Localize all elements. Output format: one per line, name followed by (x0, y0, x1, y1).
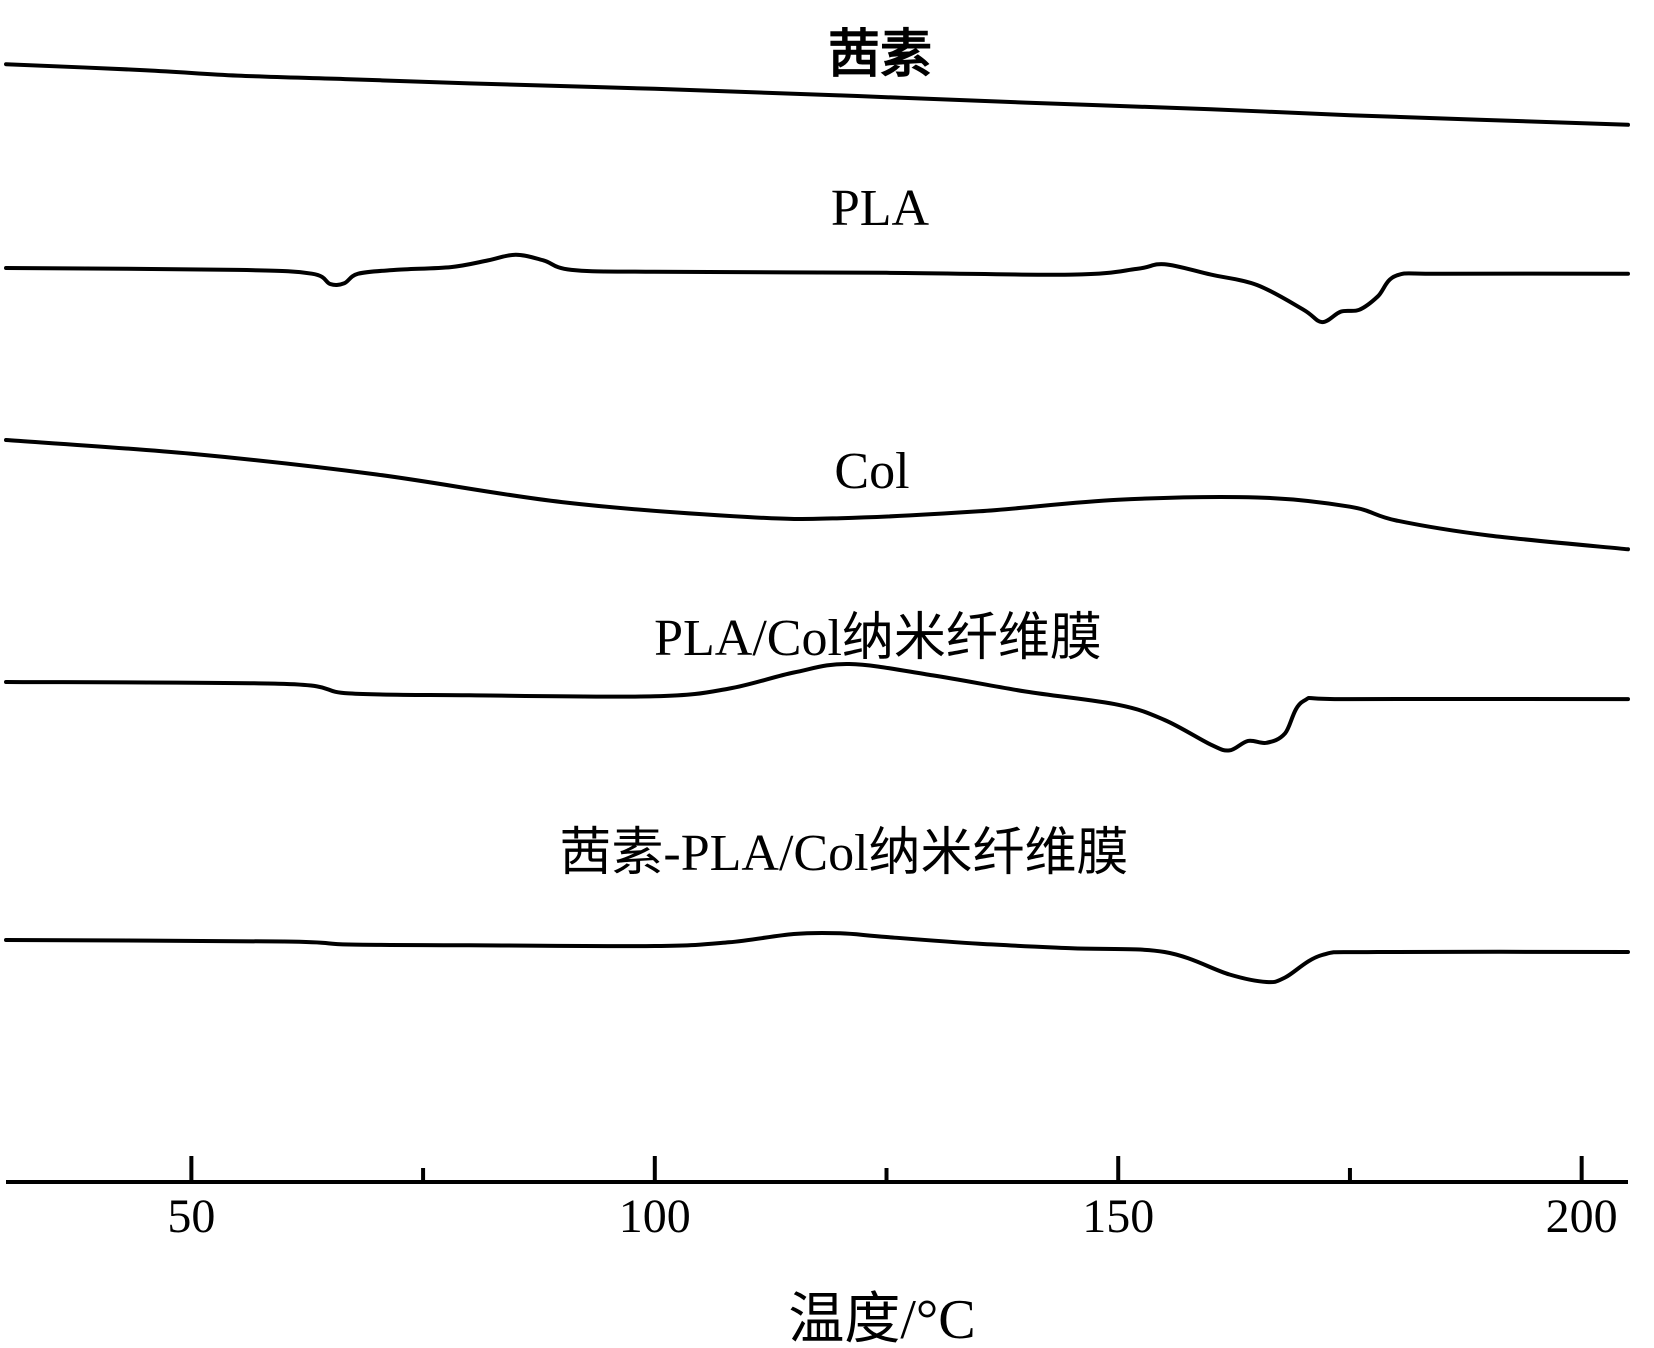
curve-col (4, 438, 1630, 552)
tick-label-200: 200 (1546, 1190, 1618, 1243)
tick-label-50: 50 (167, 1190, 215, 1243)
curve-alizarin (4, 62, 1630, 127)
curve-pla (4, 252, 1630, 325)
x-axis-ticks: 50 100 150 200 (167, 1156, 1618, 1243)
x-axis: 50 100 150 200 (6, 1156, 1628, 1243)
series-label-alizarin: 茜素 (828, 26, 932, 84)
series-label-col: Col (834, 443, 909, 500)
curve-alizarin-pla-col-membrane (4, 930, 1630, 985)
series-label-pla-col-membrane: PLA/Col纳米纤维膜 (654, 610, 1102, 667)
tick-label-150: 150 (1082, 1190, 1154, 1243)
curves-layer (4, 62, 1630, 985)
curve-pla-col-membrane (4, 661, 1630, 753)
x-axis-title: 温度/°C (788, 1289, 975, 1348)
series-label-alizarin-pla-col-membrane: 茜素-PLA/Col纳米纤维膜 (559, 825, 1128, 882)
series-labels-layer: 茜素 PLA Col PLA/Col纳米纤维膜 茜素-PLA/Col纳米纤维膜 (559, 26, 1128, 882)
tick-label-100: 100 (619, 1190, 691, 1243)
series-label-pla: PLA (831, 180, 930, 237)
